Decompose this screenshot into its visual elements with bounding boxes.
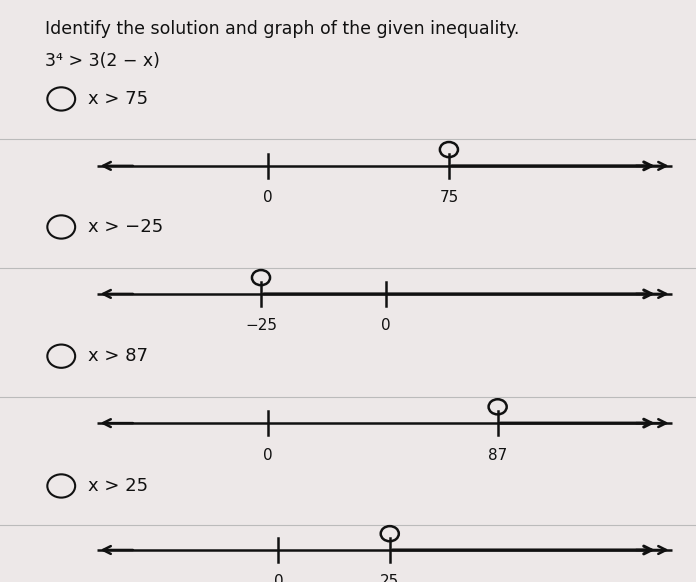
Text: x > 75: x > 75	[88, 90, 148, 108]
Text: x > −25: x > −25	[88, 218, 163, 236]
Text: 25: 25	[380, 574, 400, 582]
Text: x > 87: x > 87	[88, 347, 148, 365]
Text: 87: 87	[488, 448, 507, 463]
Text: 0: 0	[263, 448, 273, 463]
Text: x > 25: x > 25	[88, 477, 148, 495]
Text: 0: 0	[381, 318, 391, 333]
Text: 75: 75	[439, 190, 459, 205]
Text: 0: 0	[263, 190, 273, 205]
Text: 0: 0	[274, 574, 283, 582]
Text: 3⁴ > 3(2 − x): 3⁴ > 3(2 − x)	[45, 52, 160, 70]
Text: −25: −25	[245, 318, 277, 333]
Text: Identify the solution and graph of the given inequality.: Identify the solution and graph of the g…	[45, 20, 520, 38]
